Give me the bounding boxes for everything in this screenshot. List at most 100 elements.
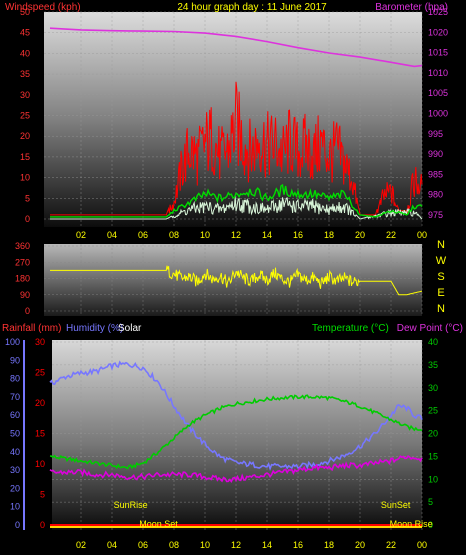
- climate-annotations: SunRise SunSet Moon Set Moon Rise: [114, 500, 433, 529]
- dewpoint-line: [49, 455, 423, 484]
- wind-series: [49, 27, 423, 220]
- annotation-label: SunRise: [114, 500, 148, 510]
- wind-x-tick-label: 00: [417, 230, 427, 240]
- solar-axis-label: Solar: [118, 323, 142, 334]
- barometer-axis-label: Barometer (hpa): [375, 2, 448, 13]
- compass-label: W: [436, 255, 447, 267]
- wind-x-tick-label: 14: [262, 230, 272, 240]
- climate-x-tick-label: 16: [293, 540, 303, 550]
- climate-x-tick-label: 12: [231, 540, 241, 550]
- direction-line: [50, 265, 423, 296]
- climate-x-tick-label: 14: [262, 540, 272, 550]
- climate-x-tick-label: 02: [76, 540, 86, 550]
- temperature-line: [49, 394, 423, 470]
- temperature-y-tick-label: 10: [428, 474, 438, 484]
- rainfall-y-tick-label: 5: [40, 490, 45, 500]
- climate-x-tick-label: 20: [355, 540, 365, 550]
- climate-x-tick-label: 00: [417, 540, 427, 550]
- wind-y-tick-label: 20: [20, 131, 30, 141]
- humidity-axis-label: Humidity (%): [66, 323, 123, 334]
- barometer-y-tick-label: 1000: [428, 108, 448, 118]
- chart-title: 24 hour graph day : 11 June 2017: [177, 2, 327, 13]
- rainfall-y-tick-label: 30: [35, 337, 45, 347]
- climate-x-tick-label: 18: [324, 540, 334, 550]
- wind-x-ticks: 02 04 06 08 10 12 14 16 18 20 22 00: [76, 230, 427, 240]
- wind-average-line: [50, 183, 423, 218]
- rainfall-y-tick-label: 20: [35, 398, 45, 408]
- dewpoint-axis-label: Dew Point (°C): [397, 323, 463, 334]
- humidity-y-tick-label: 40: [10, 447, 20, 457]
- wind-x-tick-label: 22: [386, 230, 396, 240]
- rainfall-y-tick-label: 0: [40, 520, 45, 530]
- barometer-y-tick-label: 995: [428, 129, 443, 139]
- temperature-y-ticks: 0 5 10 15 20 25 30 35 40: [428, 337, 438, 530]
- annotation-label: SunSet: [381, 500, 411, 510]
- humidity-y-tick-label: 70: [10, 392, 20, 402]
- direction-y-tick-label: 180: [15, 274, 30, 284]
- climate-x-tick-label: 22: [386, 540, 396, 550]
- rainfall-y-tick-label: 25: [35, 368, 45, 378]
- temperature-y-tick-label: 30: [428, 383, 438, 393]
- wind-y-tick-label: 35: [20, 69, 30, 79]
- climate-x-tick-label: 06: [138, 540, 148, 550]
- barometer-y-ticks: 975 980 985 990 995 1000 1005 1010 1015 1020 1025: [428, 7, 448, 220]
- humidity-y-tick-label: 0: [15, 520, 20, 530]
- rainfall-y-tick-label: 10: [35, 459, 45, 469]
- rainfall-y-tick-label: 15: [35, 429, 45, 439]
- wind-x-tick-label: 18: [324, 230, 334, 240]
- wind-lull-line: [50, 196, 423, 220]
- humidity-y-tick-label: 50: [10, 429, 20, 439]
- humidity-y-ticks: 0 10 20 30 40 50 60 70 80 90 100: [5, 337, 20, 530]
- annotation-label: Moon Rise: [390, 519, 433, 529]
- wind-x-tick-label: 12: [231, 230, 241, 240]
- annotation-label: Moon Set: [139, 519, 178, 529]
- climate-panel-background: [52, 340, 422, 530]
- climate-x-tick-label: 10: [200, 540, 210, 550]
- humidity-y-tick-label: 60: [10, 410, 20, 420]
- direction-y-tick-label: 90: [20, 290, 30, 300]
- compass-label: N: [437, 239, 445, 251]
- barometer-y-tick-label: 1005: [428, 88, 448, 98]
- wind-y-tick-label: 50: [20, 7, 30, 17]
- rainfall-y-ticks: 0 5 10 15 20 25 30: [35, 337, 45, 530]
- temperature-y-tick-label: 15: [428, 451, 438, 461]
- direction-y-tick-label: 0: [25, 306, 30, 316]
- climate-x-tick-label: 04: [107, 540, 117, 550]
- wind-x-tick-label: 02: [76, 230, 86, 240]
- wind-axis-label: Windspeed (kph): [5, 2, 81, 13]
- wind-y-tick-label: 10: [20, 173, 30, 183]
- humidity-y-tick-label: 10: [10, 502, 20, 512]
- barometer-y-tick-label: 1025: [428, 7, 448, 17]
- wind-y-tick-label: 45: [20, 28, 30, 38]
- wind-y-tick-label: 0: [25, 214, 30, 224]
- barometer-y-tick-label: 985: [428, 169, 443, 179]
- humidity-y-tick-label: 100: [5, 337, 20, 347]
- humidity-y-tick-label: 90: [10, 355, 20, 365]
- wind-y-tick-label: 15: [20, 152, 30, 162]
- temperature-y-tick-label: 5: [428, 497, 433, 507]
- compass-label: N: [437, 303, 445, 315]
- climate-series: [49, 360, 423, 528]
- barometer-y-tick-label: 975: [428, 210, 443, 220]
- humidity-line: [49, 360, 423, 471]
- wind-y-ticks: 0 5 10 15 20 25 30 35 40 45 50: [20, 7, 30, 224]
- wind-y-tick-label: 40: [20, 48, 30, 58]
- wind-x-tick-label: 08: [169, 230, 179, 240]
- direction-y-tick-label: 360: [15, 241, 30, 251]
- wind-y-tick-label: 5: [25, 193, 30, 203]
- barometer-y-tick-label: 1020: [428, 27, 448, 37]
- direction-y-ticks: 0 90 180 270 360: [15, 241, 30, 316]
- direction-y-tick-label: 270: [15, 257, 30, 267]
- barometer-y-tick-label: 1015: [428, 48, 448, 58]
- climate-x-tick-label: 08: [169, 540, 179, 550]
- direction-gridlines: [44, 244, 423, 316]
- compass-label: E: [437, 287, 444, 299]
- wind-x-tick-label: 20: [355, 230, 365, 240]
- barometer-y-tick-label: 980: [428, 190, 443, 200]
- climate-x-ticks: 02 04 06 08 10 12 14 16 18 20 22 00: [76, 540, 427, 550]
- humidity-y-tick-label: 80: [10, 374, 20, 384]
- humidity-y-tick-label: 30: [10, 465, 20, 475]
- barometer-y-tick-label: 990: [428, 149, 443, 159]
